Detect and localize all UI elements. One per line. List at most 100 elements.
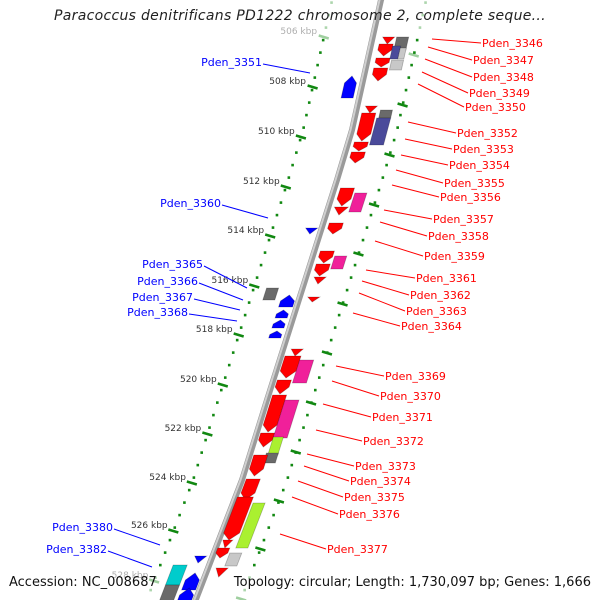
gene-label-pden-3361[interactable]: Pden_3361 bbox=[416, 272, 477, 285]
gene-label-pden-3368[interactable]: Pden_3368 bbox=[127, 306, 188, 319]
gene-feature-box[interactable] bbox=[348, 192, 368, 213]
gene-feature-box[interactable] bbox=[388, 59, 405, 71]
gene-label-pden-3351[interactable]: Pden_3351 bbox=[201, 56, 262, 69]
right-tick-dot bbox=[243, 588, 246, 592]
reverse-gene-arrow[interactable] bbox=[268, 330, 283, 339]
gene-feature-box[interactable] bbox=[291, 359, 315, 384]
forward-gene-arrow[interactable] bbox=[306, 296, 322, 303]
gene-label-pden-3352[interactable]: Pden_3352 bbox=[457, 127, 518, 140]
forward-gene-arrow[interactable] bbox=[248, 454, 269, 477]
forward-gene-arrow[interactable] bbox=[215, 567, 230, 578]
reverse-gene-arrow[interactable] bbox=[181, 572, 200, 591]
reverse-gene-arrow[interactable] bbox=[194, 555, 208, 564]
forward-gene-arrow[interactable] bbox=[262, 394, 288, 433]
right-tick-dot bbox=[253, 563, 256, 567]
forward-gene-arrow[interactable] bbox=[290, 348, 305, 357]
gene-label-pden-3357[interactable]: Pden_3357 bbox=[433, 213, 494, 226]
forward-gene-arrow[interactable] bbox=[336, 187, 356, 207]
forward-gene-arrow[interactable] bbox=[274, 379, 292, 395]
gene-label-pden-3365[interactable]: Pden_3365 bbox=[142, 258, 203, 271]
forward-gene-arrow[interactable] bbox=[381, 36, 396, 45]
right-tick-dot bbox=[257, 551, 261, 554]
gene-label-pden-3377[interactable]: Pden_3377 bbox=[327, 543, 388, 556]
forward-gene-arrow[interactable] bbox=[279, 355, 302, 379]
gene-label-pden-3347[interactable]: Pden_3347 bbox=[473, 54, 534, 67]
gene-label-pden-3362[interactable]: Pden_3362 bbox=[410, 289, 471, 302]
gene-label-pden-3349[interactable]: Pden_3349 bbox=[469, 87, 530, 100]
right-tick-dot bbox=[373, 201, 377, 204]
gene-feature-box[interactable] bbox=[378, 109, 393, 119]
gene-feature-box[interactable] bbox=[262, 287, 280, 301]
forward-gene-arrow[interactable] bbox=[313, 276, 328, 285]
forward-gene-arrow[interactable] bbox=[223, 496, 254, 541]
gene-label-pden-3369[interactable]: Pden_3369 bbox=[385, 370, 446, 383]
gene-label-pden-3346[interactable]: Pden_3346 bbox=[482, 37, 543, 50]
gene-feature-box[interactable] bbox=[267, 436, 284, 456]
gene-label-pden-3367[interactable]: Pden_3367 bbox=[132, 291, 193, 304]
gene-label-pden-3355[interactable]: Pden_3355 bbox=[444, 177, 505, 190]
gene-label-pden-3356[interactable]: Pden_3356 bbox=[440, 191, 501, 204]
gene-label-pden-3380[interactable]: Pden_3380 bbox=[52, 521, 113, 534]
forward-gene-arrow[interactable] bbox=[377, 43, 394, 57]
gene-label-pden-3376[interactable]: Pden_3376 bbox=[339, 508, 400, 521]
forward-gene-arrow[interactable] bbox=[318, 250, 335, 264]
gene-label-pden-3373[interactable]: Pden_3373 bbox=[355, 460, 416, 473]
left-tick-dot bbox=[208, 426, 211, 429]
reverse-gene-arrow[interactable] bbox=[340, 75, 357, 99]
reverse-gene-arrow[interactable] bbox=[176, 587, 195, 600]
gene-label-pden-3372[interactable]: Pden_3372 bbox=[363, 435, 424, 448]
gene-feature-box[interactable] bbox=[368, 117, 392, 146]
gene-label-pden-3353[interactable]: Pden_3353 bbox=[453, 143, 514, 156]
gene-feature-box[interactable] bbox=[164, 564, 188, 586]
gene-label-pden-3371[interactable]: Pden_3371 bbox=[372, 411, 433, 424]
chromosome-axis bbox=[192, 0, 385, 600]
right-tick-dot bbox=[385, 163, 388, 167]
left-tick-dot bbox=[196, 463, 200, 467]
gene-label-pden-3364[interactable]: Pden_3364 bbox=[401, 320, 462, 333]
forward-gene-arrow[interactable] bbox=[240, 478, 261, 501]
forward-gene-arrow[interactable] bbox=[333, 206, 350, 216]
forward-gene-arrow[interactable] bbox=[371, 67, 389, 82]
gene-feature-box[interactable] bbox=[156, 584, 181, 600]
gene-label-pden-3348[interactable]: Pden_3348 bbox=[473, 71, 534, 84]
reverse-gene-arrow[interactable] bbox=[271, 319, 286, 329]
gene-label-pden-3354[interactable]: Pden_3354 bbox=[449, 159, 510, 172]
gene-feature-box[interactable] bbox=[235, 502, 266, 549]
reverse-gene-arrow[interactable] bbox=[278, 294, 295, 308]
gene-label-pden-3370[interactable]: Pden_3370 bbox=[380, 390, 441, 403]
gene-label-pden-3358[interactable]: Pden_3358 bbox=[428, 230, 489, 243]
gene-feature-box[interactable] bbox=[224, 552, 243, 567]
reverse-gene-arrow[interactable] bbox=[304, 227, 319, 235]
right-tick-dot bbox=[333, 326, 337, 329]
forward-gene-arrow[interactable] bbox=[374, 57, 391, 68]
forward-gene-arrow[interactable] bbox=[258, 432, 276, 448]
gene-feature-box[interactable] bbox=[330, 255, 348, 270]
gene-label-pden-3366[interactable]: Pden_3366 bbox=[137, 275, 198, 288]
gene-label-pden-3359[interactable]: Pden_3359 bbox=[424, 250, 485, 263]
forward-gene-arrow[interactable] bbox=[327, 222, 344, 235]
gene-label-pden-3363[interactable]: Pden_3363 bbox=[406, 305, 467, 318]
forward-gene-arrow[interactable] bbox=[222, 539, 234, 549]
gene-label-pden-3374[interactable]: Pden_3374 bbox=[350, 475, 411, 488]
forward-gene-arrow[interactable] bbox=[313, 263, 331, 277]
kbp-label: 512 kbp bbox=[243, 177, 280, 187]
gene-leader-line bbox=[431, 38, 482, 44]
gene-leader-line bbox=[221, 204, 269, 219]
reverse-gene-arrow[interactable] bbox=[274, 309, 289, 319]
forward-gene-arrow[interactable] bbox=[352, 141, 369, 152]
gene-leader-line bbox=[107, 550, 153, 568]
gene-label-pden-3382[interactable]: Pden_3382 bbox=[46, 543, 107, 556]
gene-label-pden-3360[interactable]: Pden_3360 bbox=[160, 197, 221, 210]
gene-label-pden-3375[interactable]: Pden_3375 bbox=[344, 491, 405, 504]
forward-gene-arrow[interactable] bbox=[364, 105, 379, 114]
gene-feature-box[interactable] bbox=[397, 47, 407, 60]
forward-gene-arrow[interactable] bbox=[356, 112, 377, 142]
gene-label-pden-3350[interactable]: Pden_3350 bbox=[465, 101, 526, 114]
gene-feature-box[interactable] bbox=[272, 399, 300, 439]
forward-gene-arrow[interactable] bbox=[349, 151, 366, 164]
right-tick-dot bbox=[349, 276, 353, 279]
gene-leader-line bbox=[358, 292, 406, 312]
forward-gene-arrow[interactable] bbox=[215, 547, 231, 559]
